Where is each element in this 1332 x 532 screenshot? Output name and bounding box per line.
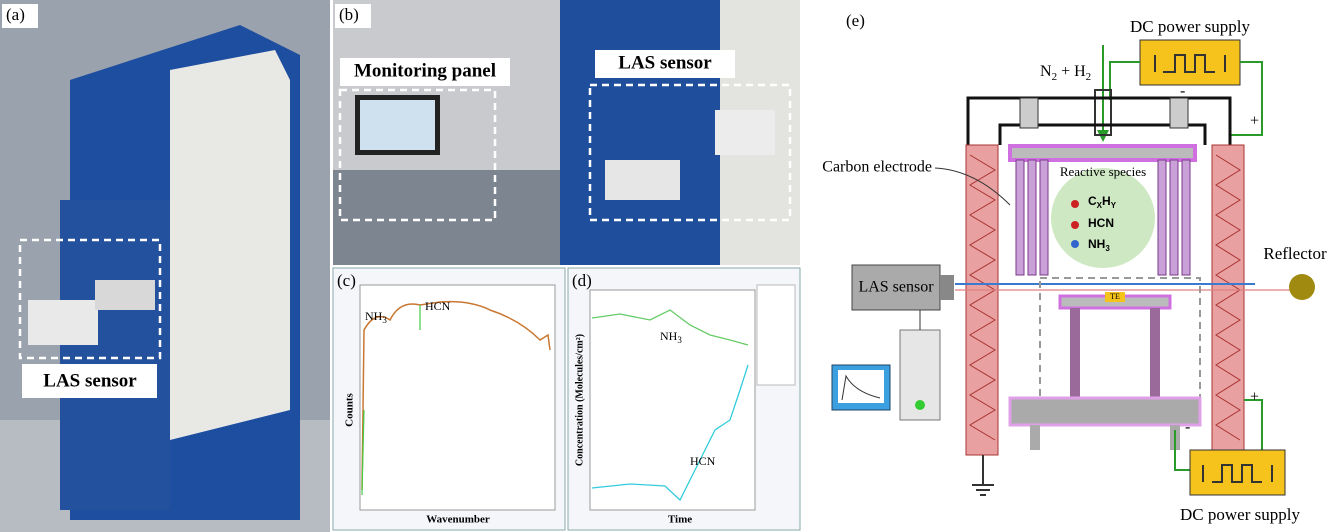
schematic-label: (e) bbox=[846, 11, 865, 30]
schematic-label: Reactive species bbox=[1060, 164, 1146, 179]
schematic-rect bbox=[1190, 450, 1285, 495]
photo-b-label: (b) bbox=[339, 5, 359, 24]
photo-b-label: LAS sensor bbox=[618, 52, 712, 73]
schematic: (e) DC power supply N2 + H2 Reactive spe… bbox=[822, 11, 1327, 524]
photo-b-label: Monitoring panel bbox=[354, 60, 496, 81]
schematic-label: Reflector bbox=[1263, 244, 1327, 263]
schematic-label: C bbox=[1088, 194, 1097, 208]
concentration-panel-rect bbox=[590, 290, 755, 510]
schematic-g-rect bbox=[1182, 160, 1190, 275]
photo-b: Monitoring panel LAS sensor (b) bbox=[333, 0, 800, 265]
concentration-panel-rect bbox=[757, 285, 795, 385]
spectrum-panel-label: 3 bbox=[382, 315, 387, 325]
schematic-label: + bbox=[1250, 113, 1259, 130]
schematic-rect bbox=[940, 275, 954, 300]
gas-label: N2 + H2 bbox=[1040, 63, 1091, 83]
schematic-label: 2 bbox=[1086, 71, 1092, 83]
spectrum-panel-label: (c) bbox=[337, 271, 356, 290]
photo-b-rect bbox=[360, 100, 435, 150]
photo-b-rect bbox=[605, 160, 680, 200]
photo-a: LAS sensor (a) bbox=[0, 0, 330, 532]
photo-b-rect bbox=[715, 110, 775, 155]
spectrum-panel-label: HCN bbox=[425, 299, 451, 313]
concentration-panel-label: HCN bbox=[690, 454, 716, 468]
schematic-rect bbox=[1170, 98, 1188, 128]
schematic-label: + H bbox=[1057, 63, 1086, 80]
concentration-panel-label: NH bbox=[660, 329, 678, 343]
schematic-g-rect bbox=[1040, 160, 1048, 275]
schematic-path bbox=[972, 455, 994, 495]
schematic-g-rect bbox=[1028, 160, 1036, 275]
schematic-rect bbox=[1030, 425, 1040, 450]
schematic-label: - bbox=[1180, 83, 1185, 100]
spectrum-panel-label: NH bbox=[365, 309, 383, 323]
concentration-panel-label: Concentration (Molecules/cm²) bbox=[574, 334, 585, 466]
photo-a-rect bbox=[28, 300, 98, 345]
schematic-rect bbox=[1010, 398, 1200, 425]
schematic-label: - bbox=[1185, 419, 1190, 436]
schematic-label: DC power supply bbox=[1180, 505, 1300, 524]
schematic-rect bbox=[1212, 145, 1244, 455]
schematic-circle bbox=[915, 400, 925, 410]
schematic-label: LAS sensor bbox=[858, 279, 934, 296]
concentration-panel: NH3 HCN Concentration (Molecules/cm²) Ti… bbox=[568, 268, 800, 530]
schematic-rect bbox=[1150, 308, 1160, 398]
schematic-path bbox=[968, 98, 1230, 145]
schematic-circle bbox=[1071, 200, 1079, 208]
schematic-g-rect bbox=[1158, 160, 1166, 275]
schematic-label: N bbox=[1040, 63, 1052, 80]
schematic-rect bbox=[1010, 146, 1195, 160]
spectrum-panel: NH3 HCN Counts Wavenumber (c) bbox=[333, 268, 565, 530]
schematic-label: DC power supply bbox=[1130, 17, 1250, 36]
schematic-label: + bbox=[1250, 389, 1259, 406]
schematic-circle bbox=[1071, 221, 1079, 229]
figure: LAS sensor (a) Monitoring panel LAS sens… bbox=[0, 0, 1332, 532]
schematic-label: HCN bbox=[1088, 216, 1114, 230]
schematic-rect bbox=[838, 370, 884, 403]
schematic-label: TE bbox=[1110, 292, 1120, 301]
concentration-panel-label: 3 bbox=[677, 335, 682, 345]
photo-b-rect bbox=[560, 0, 720, 265]
schematic-rect bbox=[1070, 308, 1080, 398]
photo-a-rect bbox=[95, 280, 155, 310]
schematic-rect bbox=[1020, 98, 1038, 128]
photo-a-rect bbox=[60, 200, 170, 510]
concentration-panel-label: (d) bbox=[572, 271, 592, 290]
schematic-label: Carbon electrode bbox=[822, 159, 932, 176]
schematic-label: NH bbox=[1088, 237, 1105, 251]
spectrum-panel-label: Counts bbox=[344, 392, 356, 426]
schematic-g-rect bbox=[1170, 160, 1178, 275]
schematic-label: Y bbox=[1111, 201, 1117, 210]
schematic-circle bbox=[1289, 274, 1315, 300]
spectrum-panel-label: Wavenumber bbox=[426, 514, 490, 526]
schematic-g-rect bbox=[1016, 160, 1024, 275]
photo-a-path bbox=[170, 50, 290, 440]
schematic-circle bbox=[1071, 240, 1079, 248]
photo-a-label: LAS sensor bbox=[43, 370, 137, 391]
schematic-label: H bbox=[1102, 194, 1111, 208]
concentration-panel-label: Time bbox=[668, 514, 692, 526]
schematic-label: 3 bbox=[1105, 244, 1110, 253]
photo-a-label: (a) bbox=[6, 5, 25, 24]
